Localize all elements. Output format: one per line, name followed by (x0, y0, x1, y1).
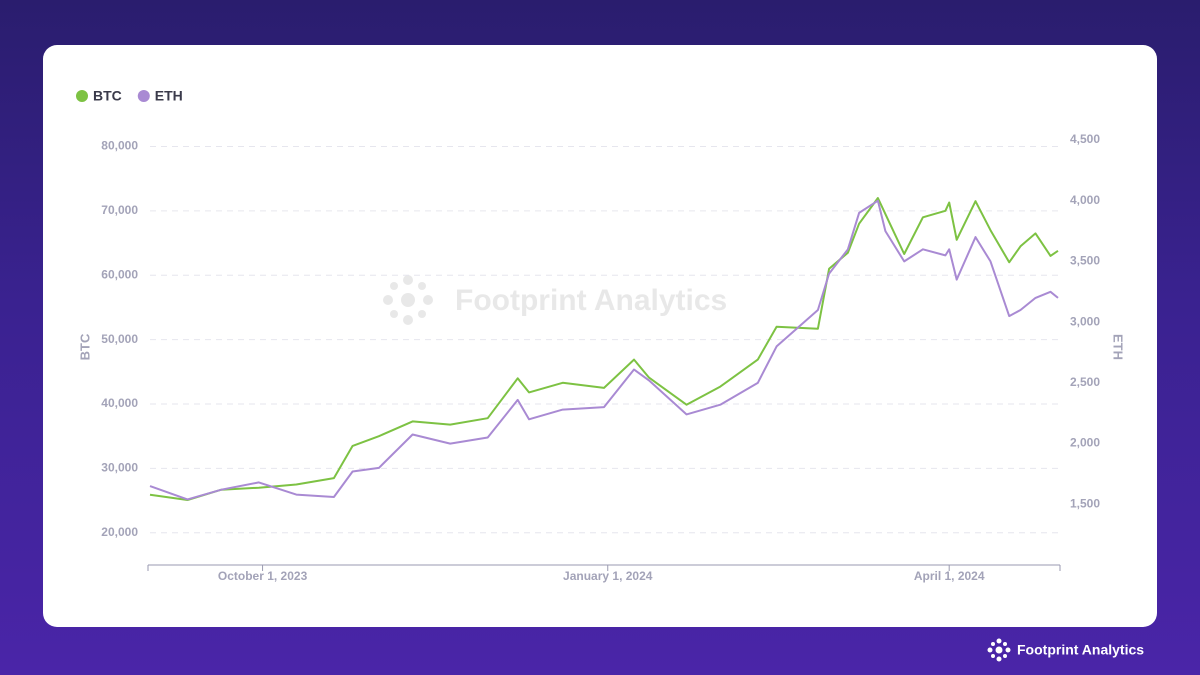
y-tick-label: 80,000 (101, 139, 138, 153)
y-tick-label: 20,000 (101, 525, 138, 539)
y2-tick-label: 1,500 (1070, 496, 1100, 510)
series-line (149, 197, 1059, 501)
legend-swatch (76, 90, 88, 102)
y2-tick-label: 4,000 (1070, 193, 1100, 207)
y2-tick-label: 4,500 (1070, 132, 1100, 146)
watermark-logo (383, 275, 433, 325)
y-tick-label: 50,000 (101, 332, 138, 346)
y-tick-label: 70,000 (101, 203, 138, 217)
chart-card (43, 45, 1157, 627)
watermark: Footprint Analytics (455, 284, 727, 317)
series-line (149, 199, 1059, 501)
brand-logo (987, 638, 1011, 662)
y2-tick-label: 3,000 (1070, 314, 1100, 328)
legend-swatch (137, 90, 150, 102)
x-tick-label: January 1, 2024 (563, 569, 653, 583)
y-tick-label: 40,000 (101, 396, 138, 410)
y2-tick-label: 2,500 (1070, 375, 1100, 389)
x-tick-label: October 1, 2023 (218, 569, 308, 583)
y2-tick-label: 3,500 (1070, 254, 1100, 268)
brand: Footprint Analytics (1017, 642, 1144, 658)
y-axis-title: BTC (77, 333, 92, 360)
x-tick-label: April 1, 2024 (914, 569, 985, 583)
legend-label: ETH (155, 88, 183, 104)
y2-axis-title: ETH (1111, 334, 1126, 360)
legend-label: BTC (93, 88, 122, 104)
y2-tick-label: 2,000 (1070, 436, 1100, 450)
y-tick-label: 60,000 (101, 267, 138, 281)
y-tick-label: 30,000 (101, 461, 138, 475)
